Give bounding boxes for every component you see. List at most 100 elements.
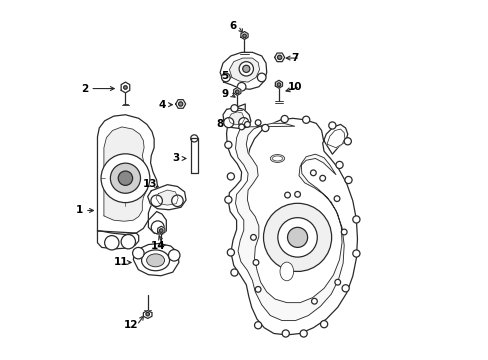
Text: 4: 4 [158,100,165,110]
Polygon shape [233,87,241,95]
Polygon shape [156,190,178,205]
Polygon shape [223,108,250,129]
Circle shape [287,227,307,247]
Circle shape [104,235,119,250]
Circle shape [151,195,162,207]
Polygon shape [148,212,166,234]
Circle shape [242,65,249,72]
Circle shape [224,196,231,203]
Circle shape [255,120,261,126]
Circle shape [261,125,268,132]
Circle shape [101,154,149,203]
Circle shape [319,175,325,181]
Circle shape [302,116,309,123]
Text: 9: 9 [221,89,228,99]
Circle shape [333,196,339,202]
Circle shape [132,247,144,259]
Circle shape [227,249,234,256]
Circle shape [242,34,246,38]
Text: 7: 7 [290,53,298,63]
Circle shape [235,90,239,94]
Circle shape [238,118,248,128]
Circle shape [230,269,238,276]
Circle shape [284,192,290,198]
Circle shape [300,330,306,337]
Polygon shape [220,52,266,89]
Circle shape [250,234,256,240]
Circle shape [190,135,198,142]
Circle shape [151,221,164,234]
Polygon shape [147,185,185,210]
Circle shape [237,82,245,91]
Text: 11: 11 [113,257,128,267]
Polygon shape [190,138,198,173]
Circle shape [223,118,233,128]
Circle shape [257,73,265,82]
Circle shape [328,122,335,129]
Text: 14: 14 [150,241,164,251]
Circle shape [352,250,359,257]
Polygon shape [241,32,247,40]
Polygon shape [133,243,179,276]
Polygon shape [104,127,148,221]
Text: 13: 13 [143,179,158,189]
Polygon shape [326,129,344,148]
Circle shape [178,102,183,106]
Text: 6: 6 [229,21,236,31]
Ellipse shape [280,262,293,281]
Circle shape [282,330,289,337]
Circle shape [239,62,253,76]
Circle shape [344,138,351,145]
Circle shape [254,321,261,329]
Text: 8: 8 [216,120,224,129]
Circle shape [255,287,261,292]
Circle shape [320,320,327,328]
Ellipse shape [270,154,284,162]
Circle shape [221,73,230,82]
Circle shape [263,203,331,271]
Polygon shape [175,100,185,108]
Circle shape [341,229,346,235]
Polygon shape [143,311,152,319]
Circle shape [110,163,140,193]
Text: 1: 1 [76,206,83,216]
Circle shape [277,83,280,86]
Circle shape [145,312,149,316]
Circle shape [121,234,135,249]
Circle shape [352,216,359,223]
Circle shape [344,176,351,184]
Polygon shape [158,226,164,234]
Text: 2: 2 [81,84,88,94]
Text: 5: 5 [221,71,228,81]
Polygon shape [226,104,357,335]
Circle shape [253,260,258,265]
Circle shape [238,124,244,130]
Ellipse shape [272,156,282,161]
Circle shape [341,285,348,292]
Circle shape [310,170,316,176]
Circle shape [118,171,132,185]
Polygon shape [121,82,129,93]
Circle shape [277,55,281,59]
Text: 3: 3 [172,153,180,163]
Circle shape [311,298,317,304]
Ellipse shape [142,250,169,271]
Ellipse shape [146,254,164,267]
Polygon shape [228,112,244,125]
Circle shape [168,249,180,261]
Text: 10: 10 [287,82,301,92]
Polygon shape [229,58,259,82]
Polygon shape [235,123,344,320]
Circle shape [334,279,340,285]
Polygon shape [275,80,282,88]
Polygon shape [274,53,284,62]
Circle shape [227,173,234,180]
Circle shape [123,86,127,89]
Circle shape [230,105,238,112]
Circle shape [244,122,250,127]
Circle shape [277,218,317,257]
Circle shape [335,161,343,168]
Circle shape [224,141,231,148]
Circle shape [294,192,300,197]
Polygon shape [97,231,139,249]
